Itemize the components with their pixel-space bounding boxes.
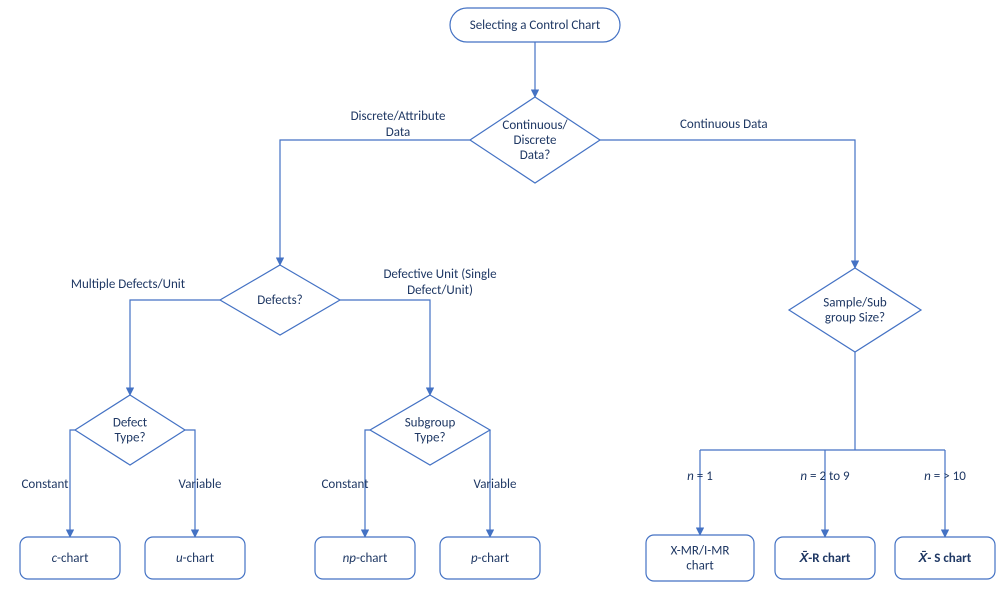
edge-label: n = 1 xyxy=(687,469,713,484)
svg-text:chart: chart xyxy=(686,559,714,574)
edge-label: Constant xyxy=(21,477,69,492)
svg-text:Continuous/: Continuous/ xyxy=(502,118,568,133)
svg-text:np-chart: np-chart xyxy=(343,551,388,566)
svg-text:Defects?: Defects? xyxy=(257,293,302,308)
svg-text:X̄-R chart: X̄-R chart xyxy=(799,551,851,566)
edge-label: Continuous Data xyxy=(680,117,768,132)
edge-label: n = 2 to 9 xyxy=(800,469,850,484)
svg-text:X-MR/I-MR: X-MR/I-MR xyxy=(671,544,730,559)
edge-label: Variable xyxy=(179,477,222,492)
edge-label: Defective Unit (Single xyxy=(383,267,496,282)
edge-label: Constant xyxy=(321,477,369,492)
edge-label: n = > 10 xyxy=(924,469,966,484)
edge-label: Variable xyxy=(474,477,517,492)
edge-label: Data xyxy=(386,125,411,140)
svg-text:Type?: Type? xyxy=(415,431,446,446)
svg-text:X̄- S chart: X̄- S chart xyxy=(918,551,972,566)
svg-text:u-chart: u-chart xyxy=(176,551,215,566)
svg-text:Data?: Data? xyxy=(520,148,551,163)
svg-text:Defect: Defect xyxy=(113,416,148,431)
svg-text:Sample/Sub: Sample/Sub xyxy=(823,296,887,311)
svg-text:Type?: Type? xyxy=(115,431,146,446)
flowchart-canvas: Selecting a Control Chart Continuous/Disc… xyxy=(0,0,1002,593)
edge-label: Multiple Defects/Unit xyxy=(71,277,186,292)
svg-text:Selecting a Control Chart: Selecting a Control Chart xyxy=(470,18,601,33)
edge-label: Discrete/Attribute xyxy=(351,109,446,124)
svg-text:Subgroup: Subgroup xyxy=(405,416,456,431)
svg-text:Discrete: Discrete xyxy=(513,133,556,148)
edge-label: Defect/Unit) xyxy=(407,283,473,298)
svg-text:c-chart: c-chart xyxy=(52,551,89,566)
svg-text:group Size?: group Size? xyxy=(825,311,885,326)
svg-text:p-chart: p-chart xyxy=(471,551,510,566)
